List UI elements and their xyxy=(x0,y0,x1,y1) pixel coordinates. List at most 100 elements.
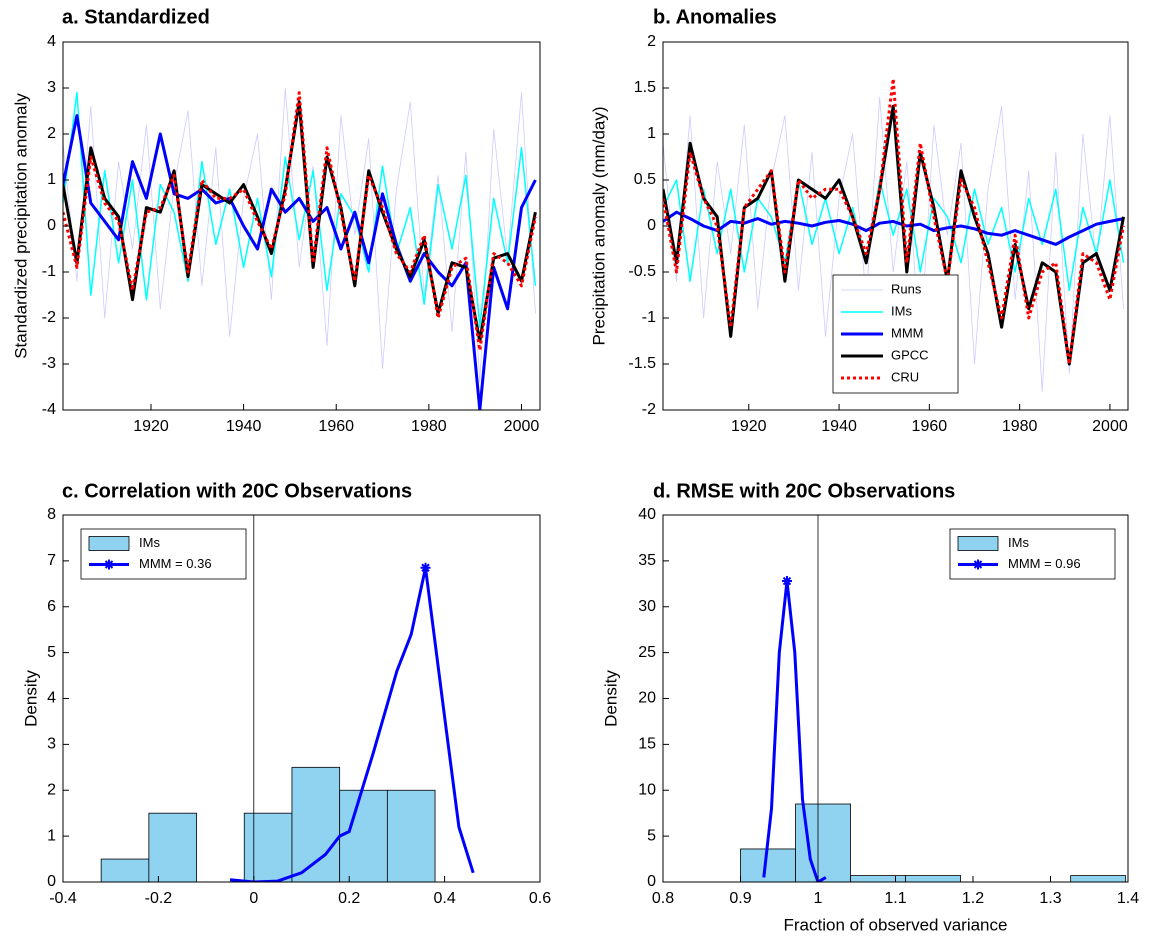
x-tick-label: 1980 xyxy=(1002,418,1038,435)
x-tick-label: 1920 xyxy=(133,418,169,435)
histogram-bar xyxy=(339,789,388,882)
x-tick-label: 0.8 xyxy=(652,890,674,907)
y-tick-label: 8 xyxy=(47,506,56,523)
plot-content xyxy=(663,77,1125,392)
legend: IMs MMM = 0.96 xyxy=(949,528,1116,580)
y-tick-label: 1 xyxy=(647,125,656,142)
y-tick-label: 2 xyxy=(647,33,656,50)
histogram-bar xyxy=(100,858,150,882)
y-tick-label: -4 xyxy=(42,401,56,418)
x-tick-label: -0.2 xyxy=(145,890,173,907)
y-axis-label: Density xyxy=(601,670,620,727)
x-tick-label: 1940 xyxy=(821,418,857,435)
panel: a. Standardized Standardized precipitatio… xyxy=(11,6,541,435)
histogram-bar xyxy=(740,848,796,882)
plot-content xyxy=(740,515,1127,882)
histogram-bar xyxy=(850,875,906,882)
x-tick-label: 0.9 xyxy=(729,890,751,907)
x-tick-label: 2000 xyxy=(504,418,540,435)
series-line xyxy=(63,91,537,352)
series-line xyxy=(663,96,1124,392)
y-tick-label: 35 xyxy=(638,552,656,569)
y-tick-label: 1 xyxy=(47,171,56,188)
legend-label: MMM = 0.96 xyxy=(1008,556,1081,571)
y-tick-label: 30 xyxy=(638,598,656,615)
panel-title: d. RMSE with 20C Observations xyxy=(653,480,955,502)
panel: c. Correlation with 20C Observations Dens… xyxy=(21,480,551,907)
legend-label: IMs xyxy=(891,303,912,318)
histogram-bar xyxy=(291,766,341,882)
x-tick-label: 1.3 xyxy=(1039,890,1061,907)
y-axis-label: Standardized precipitation anomaly xyxy=(11,93,30,359)
x-tick-label: 0.2 xyxy=(338,890,360,907)
legend-marker xyxy=(973,559,983,570)
histogram-bar xyxy=(243,812,293,882)
y-tick-label: 0 xyxy=(647,217,656,234)
histogram-bar xyxy=(1070,875,1127,882)
series-line xyxy=(663,104,1125,366)
y-tick-label: 2 xyxy=(47,125,56,142)
density-curve xyxy=(229,567,475,882)
y-axis-label: Precipitation anomaly (mm/day) xyxy=(589,106,608,345)
x-tick-label: 1.1 xyxy=(884,890,906,907)
y-tick-label: 5 xyxy=(47,644,56,661)
histogram-bar xyxy=(905,875,962,882)
y-tick-label: 25 xyxy=(638,644,656,661)
y-tick-label: 15 xyxy=(638,736,656,753)
legend-label: IMs xyxy=(1008,535,1029,550)
legend-label: MMM = 0.36 xyxy=(139,556,212,571)
y-tick-label: 40 xyxy=(638,506,656,523)
legend-label: CRU xyxy=(891,369,919,384)
x-tick-label: 1940 xyxy=(226,418,262,435)
x-tick-label: 1.4 xyxy=(1117,890,1139,907)
histogram-bar xyxy=(386,789,436,882)
plot-content xyxy=(100,515,475,882)
y-tick-label: 4 xyxy=(47,690,56,707)
panel-title: b. Anomalies xyxy=(653,6,777,28)
legend-marker xyxy=(104,559,114,570)
legend: IMs MMM = 0.36 xyxy=(80,528,247,580)
y-tick-label: 4 xyxy=(47,33,56,50)
panel: d. RMSE with 20C Observations Density Frac… xyxy=(601,480,1139,934)
y-tick-label: 7 xyxy=(47,552,56,569)
x-tick-label: 2000 xyxy=(1092,418,1128,435)
x-tick-label: 1920 xyxy=(731,418,767,435)
x-tick-label: 1.2 xyxy=(962,890,984,907)
y-tick-label: 2 xyxy=(47,781,56,798)
legend: Runs IMs MMM GPCC CRU xyxy=(832,274,959,394)
series-line xyxy=(663,210,1124,246)
series-line xyxy=(63,91,537,328)
panel: b. Anomalies Precipitation anomaly (mm/da… xyxy=(589,6,1129,435)
x-tick-label: -0.4 xyxy=(49,890,77,907)
x-tick-label: 1960 xyxy=(318,418,354,435)
legend-label: GPCC xyxy=(891,347,929,362)
legend-label: MMM xyxy=(891,325,924,340)
legend-label: IMs xyxy=(139,535,160,550)
y-tick-label: 0 xyxy=(647,873,656,890)
y-tick-label: 1 xyxy=(47,827,56,844)
y-tick-label: 0 xyxy=(47,873,56,890)
plot-content xyxy=(63,87,537,410)
series-line xyxy=(63,114,537,410)
x-tick-label: 1960 xyxy=(912,418,948,435)
legend-swatch xyxy=(957,536,999,551)
mmm-marker xyxy=(420,562,431,573)
legend-label: Runs xyxy=(891,281,922,296)
y-tick-label: 1.5 xyxy=(634,79,656,96)
y-tick-label: -2 xyxy=(642,401,656,418)
y-tick-label: -2 xyxy=(42,309,56,326)
y-tick-label: -1.5 xyxy=(628,355,656,372)
y-tick-label: 0.5 xyxy=(634,171,656,188)
y-tick-label: 0 xyxy=(47,217,56,234)
y-tick-label: -0.5 xyxy=(628,263,656,280)
y-tick-label: -1 xyxy=(642,309,656,326)
histogram-bar xyxy=(148,812,197,882)
y-tick-label: 20 xyxy=(638,690,656,707)
density-curve xyxy=(762,580,827,882)
x-tick-label: 1 xyxy=(814,890,823,907)
x-tick-label: 1980 xyxy=(411,418,447,435)
y-tick-label: 5 xyxy=(647,827,656,844)
series-line xyxy=(63,87,536,383)
panel-title: a. Standardized xyxy=(62,6,210,28)
